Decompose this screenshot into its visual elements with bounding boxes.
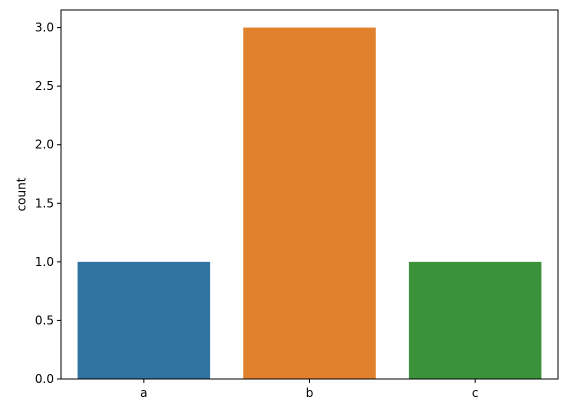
y-axis-ticks: 0.0 0.5 1.0 1.5 2.0 2.5 3.0 (35, 21, 61, 386)
y-tick-label: 2.5 (35, 79, 54, 93)
y-axis-label: count (15, 177, 29, 211)
x-axis-ticks: a b c (140, 379, 478, 400)
x-tick-label-b: b (306, 386, 314, 400)
bar-b (243, 27, 376, 379)
y-tick-label: 3.0 (35, 21, 54, 35)
x-tick-label-c: c (472, 386, 479, 400)
y-tick-label: 1.0 (35, 255, 54, 269)
plot-frame (60, 9, 559, 380)
bar-c (408, 261, 542, 379)
y-tick-label: 0.5 (35, 313, 54, 327)
y-tick-label: 0.0 (35, 372, 54, 386)
y-tick-label: 2.0 (35, 138, 54, 152)
bars-group (77, 27, 542, 379)
bar-a (77, 261, 211, 379)
x-tick-label-a: a (140, 386, 147, 400)
y-tick-label: 1.5 (35, 196, 54, 210)
